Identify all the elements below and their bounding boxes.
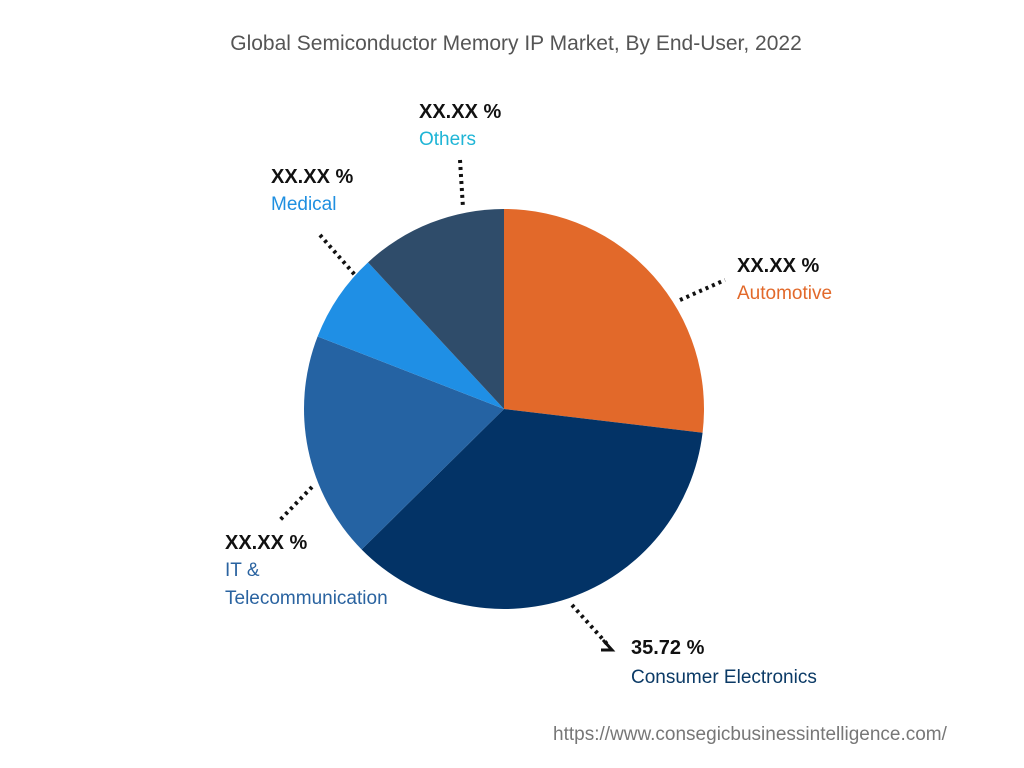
medical-name: Medical [271, 194, 337, 215]
leader-line-automotive [679, 278, 726, 302]
pie-slice-others [368, 209, 504, 409]
others-percent: XX.XX % [419, 101, 502, 123]
it-name-line2: Telecommunication [225, 588, 388, 609]
consumer-electronics-percent: 35.72 % [631, 637, 705, 659]
automotive-name: Automotive [737, 283, 833, 304]
consumer-electronics-name: Consumer Electronics [631, 667, 817, 688]
pie-slice-consumer-electronics [361, 409, 703, 609]
source-url[interactable]: https://www.consegicbusinessintelligence… [553, 724, 947, 745]
leader-line-others [458, 159, 465, 209]
chart-title: Global Semiconductor Memory IP Market, B… [230, 32, 802, 55]
leader-line-consumer-electronics [570, 603, 610, 647]
automotive-percent: XX.XX % [737, 255, 820, 277]
others-name: Others [419, 129, 477, 150]
label-others: XX.XX % Others [419, 98, 501, 154]
it-percent: XX.XX % [225, 532, 308, 554]
it-name-line1: IT & [225, 560, 260, 581]
arrowhead-icon [601, 638, 616, 652]
label-automotive: XX.XX % Automotive [737, 252, 832, 308]
medical-percent: XX.XX % [271, 166, 354, 188]
label-consumer-electronics: 35.72 % Consumer Electronics [631, 634, 817, 692]
leader-line-medical [318, 233, 357, 277]
label-it-telecommunication: XX.XX % IT & Telecommunication [225, 529, 388, 613]
pie-slice-it-telecommunication [304, 336, 504, 550]
pie-slice-automotive [504, 209, 704, 433]
leader-line-it [278, 485, 314, 522]
pie-slice-medical [317, 262, 504, 409]
label-medical: XX.XX % Medical [271, 163, 353, 219]
